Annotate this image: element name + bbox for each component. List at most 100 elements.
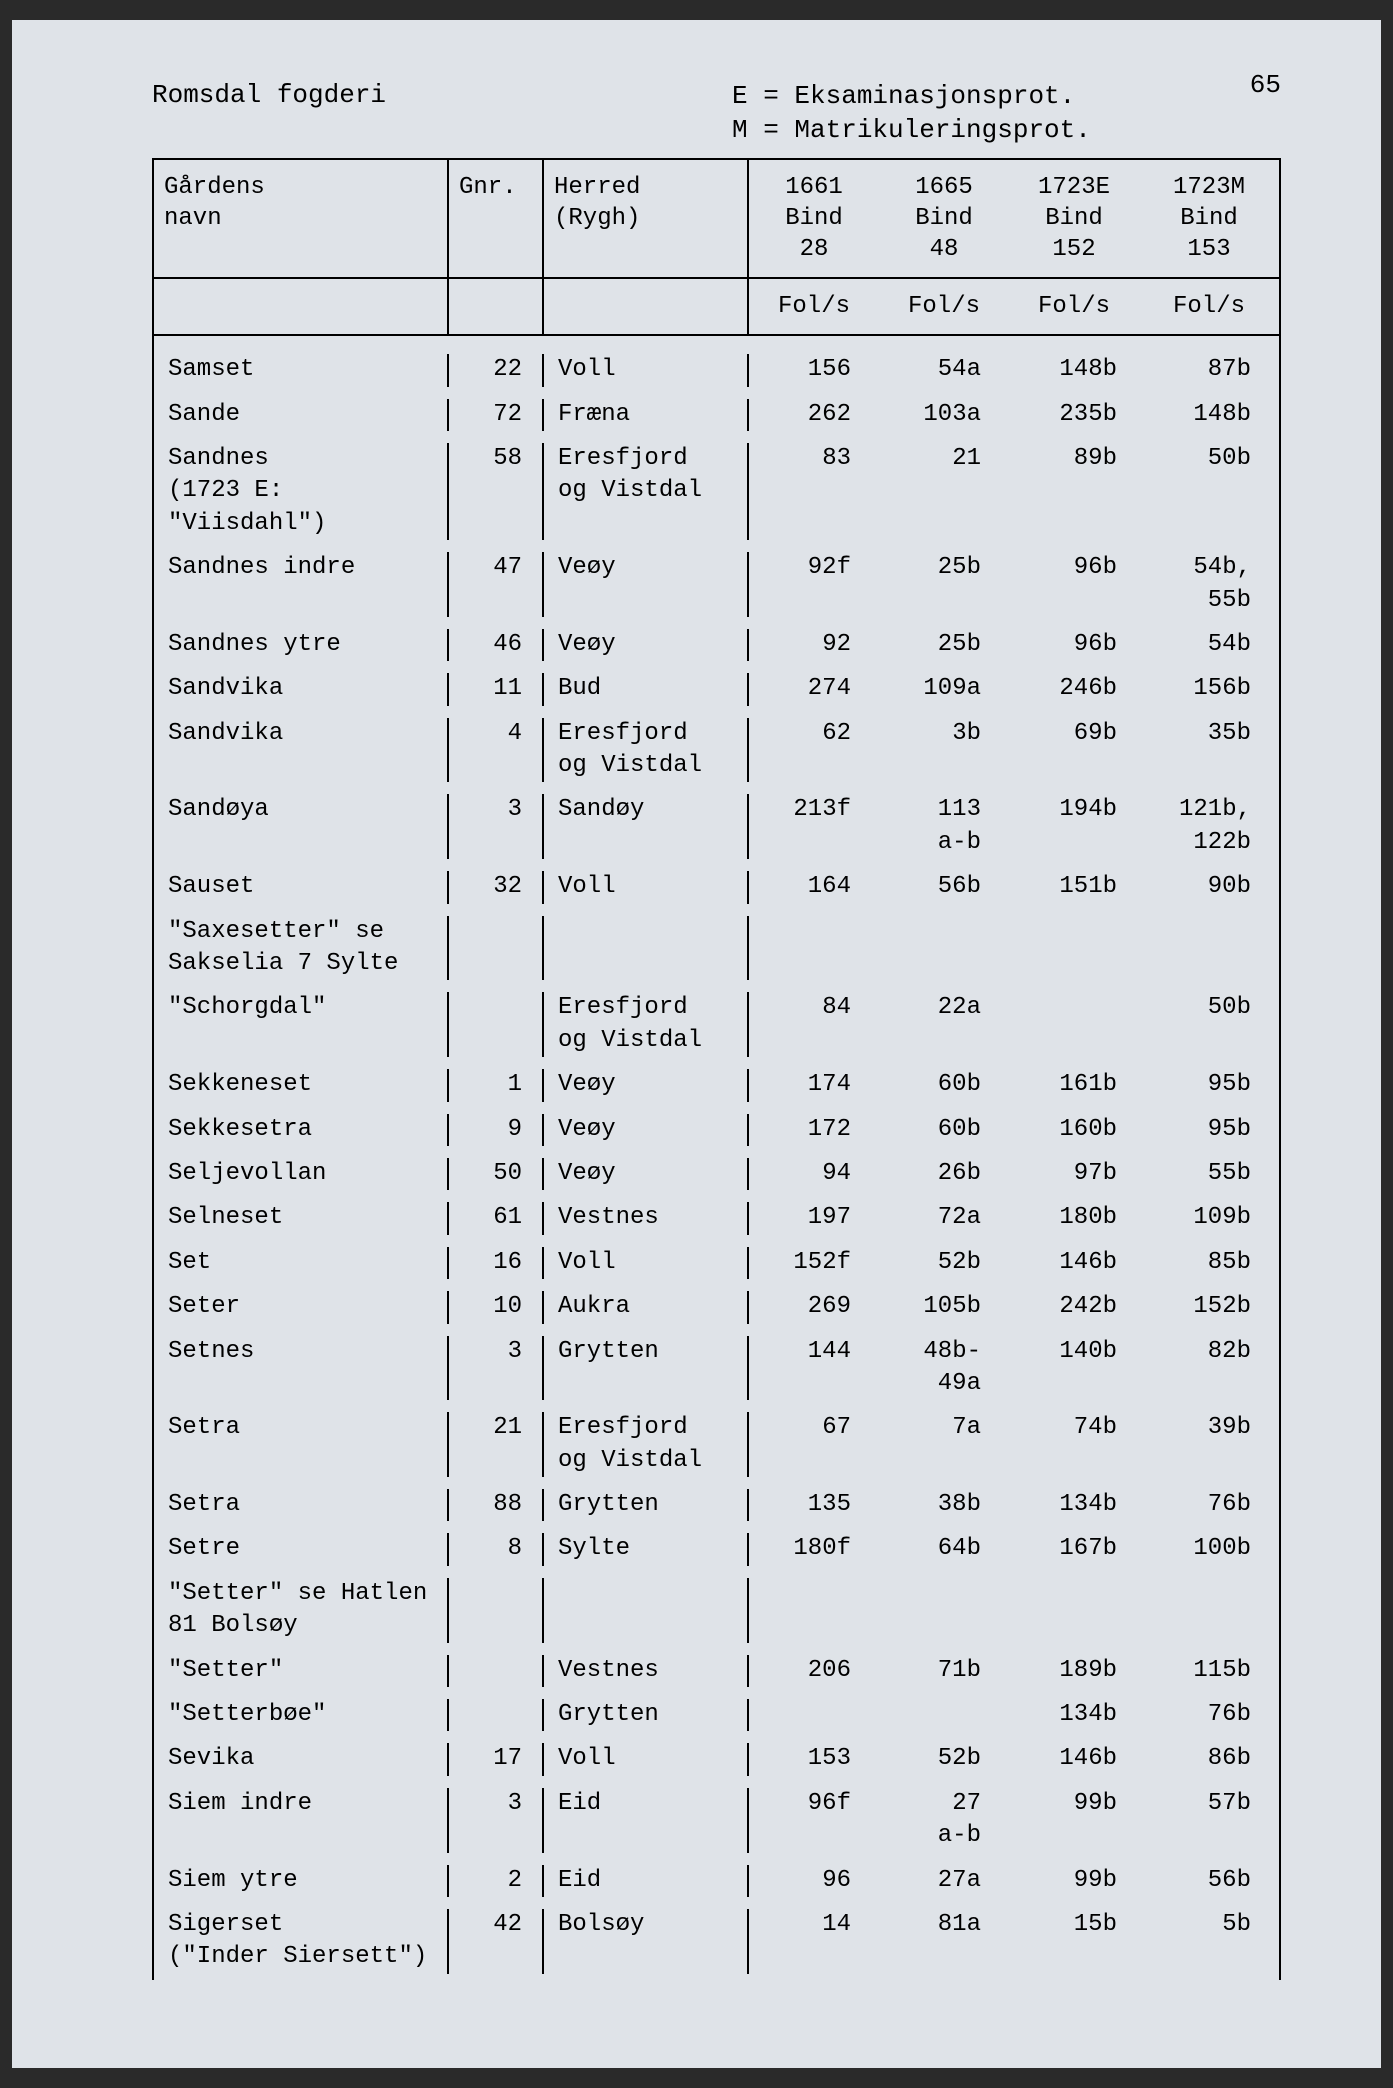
- cell-v3: 69b: [1009, 718, 1139, 783]
- subhead-fols-4: Fol/s: [1139, 279, 1279, 334]
- cell-gnr: 17: [449, 1743, 544, 1775]
- table-row: Setre8Sylte180f64b167b100b: [154, 1527, 1279, 1571]
- cell-v4: 156b: [1139, 673, 1279, 705]
- table-row: Seljevollan50Veøy9426b97b55b: [154, 1152, 1279, 1196]
- table-row: Selneset61Vestnes19772a180b109b: [154, 1196, 1279, 1240]
- cell-v4: 35b: [1139, 718, 1279, 783]
- cell-herred: Eresfjord og Vistdal: [544, 1412, 749, 1477]
- cell-v3: 242b: [1009, 1291, 1139, 1323]
- cell-v1: 153: [749, 1743, 879, 1775]
- cell-v1: 172: [749, 1114, 879, 1146]
- table-row: "Setter" se Hatlen 81 Bolsøy: [154, 1572, 1279, 1649]
- cell-v1: 94: [749, 1158, 879, 1190]
- cell-gnr: 72: [449, 399, 544, 431]
- cell-v3: 89b: [1009, 443, 1139, 540]
- cell-v3: 246b: [1009, 673, 1139, 705]
- cell-v2: 64b: [879, 1533, 1009, 1565]
- cell-v3: 99b: [1009, 1865, 1139, 1897]
- cell-gnr: [449, 992, 544, 1057]
- cell-v3: 134b: [1009, 1699, 1139, 1731]
- cell-gnr: 21: [449, 1412, 544, 1477]
- document-page: 65 Romsdal fogderi E = Eksaminasjonsprot…: [12, 20, 1381, 2068]
- cell-herred: Grytten: [544, 1336, 749, 1401]
- cell-herred: Veøy: [544, 1114, 749, 1146]
- cell-name: "Setter" se Hatlen 81 Bolsøy: [154, 1578, 449, 1643]
- cell-gnr: 61: [449, 1202, 544, 1234]
- cell-gnr: 10: [449, 1291, 544, 1323]
- cell-v2: 81a: [879, 1909, 1009, 1974]
- cell-v4: 76b: [1139, 1489, 1279, 1521]
- cell-v2: 72a: [879, 1202, 1009, 1234]
- cell-name: Set: [154, 1247, 449, 1279]
- cell-v3: 161b: [1009, 1069, 1139, 1101]
- table-body: Samset22Voll15654a148b87bSande72Fræna262…: [154, 336, 1279, 1980]
- col-header-1723e: 1723E Bind 152: [1009, 160, 1139, 278]
- col-header-1661: 1661 Bind 28: [749, 160, 879, 278]
- cell-herred: Grytten: [544, 1489, 749, 1521]
- cell-name: Setra: [154, 1412, 449, 1477]
- cell-v4: 57b: [1139, 1788, 1279, 1853]
- cell-v1: 164: [749, 871, 879, 903]
- cell-v4: 152b: [1139, 1291, 1279, 1323]
- cell-name: Sevika: [154, 1743, 449, 1775]
- cell-name: "Schorgdal": [154, 992, 449, 1057]
- cell-v2: 22a: [879, 992, 1009, 1057]
- cell-v1: 197: [749, 1202, 879, 1234]
- cell-herred: Aukra: [544, 1291, 749, 1323]
- legend-line-1: E = Eksaminasjonsprot.: [732, 80, 1091, 114]
- cell-v3: 235b: [1009, 399, 1139, 431]
- cell-name: Setra: [154, 1489, 449, 1521]
- cell-v3: 146b: [1009, 1247, 1139, 1279]
- cell-v4: 95b: [1139, 1069, 1279, 1101]
- table-row: Siem ytre2Eid9627a99b56b: [154, 1859, 1279, 1903]
- cell-v1: 152f: [749, 1247, 879, 1279]
- cell-herred: Vestnes: [544, 1655, 749, 1687]
- col-header-gnr: Gnr.: [449, 160, 544, 278]
- cell-v1: 67: [749, 1412, 879, 1477]
- cell-v3: 151b: [1009, 871, 1139, 903]
- cell-v4: 85b: [1139, 1247, 1279, 1279]
- cell-v2: 105b: [879, 1291, 1009, 1323]
- cell-herred: Voll: [544, 871, 749, 903]
- header-legend: E = Eksaminasjonsprot. M = Matrikulering…: [732, 80, 1091, 148]
- cell-v2: 21: [879, 443, 1009, 540]
- cell-herred: Fræna: [544, 399, 749, 431]
- cell-v1: 84: [749, 992, 879, 1057]
- cell-v3: 140b: [1009, 1336, 1139, 1401]
- cell-v1: 144: [749, 1336, 879, 1401]
- cell-v1: 96f: [749, 1788, 879, 1853]
- cell-name: Setre: [154, 1533, 449, 1565]
- cell-v4: 82b: [1139, 1336, 1279, 1401]
- cell-v2: [879, 1578, 1009, 1643]
- cell-v4: 109b: [1139, 1202, 1279, 1234]
- cell-v4: 95b: [1139, 1114, 1279, 1146]
- cell-herred: Veøy: [544, 1069, 749, 1101]
- cell-name: Sekkesetra: [154, 1114, 449, 1146]
- cell-name: Sigerset ("Inder Siersett"): [154, 1909, 449, 1974]
- cell-gnr: 11: [449, 673, 544, 705]
- cell-name: Siem ytre: [154, 1865, 449, 1897]
- cell-name: "Saxesetter" se Sakselia 7 Sylte: [154, 916, 449, 981]
- cell-v1: 180f: [749, 1533, 879, 1565]
- cell-gnr: 2: [449, 1865, 544, 1897]
- cell-gnr: 46: [449, 629, 544, 661]
- cell-gnr: 8: [449, 1533, 544, 1565]
- col-header-herred: Herred (Rygh): [544, 160, 749, 278]
- cell-v2: 52b: [879, 1247, 1009, 1279]
- header-title: Romsdal fogderi: [152, 80, 732, 148]
- cell-gnr: 4: [449, 718, 544, 783]
- table-row: Sekkeneset1Veøy17460b161b95b: [154, 1063, 1279, 1107]
- cell-v2: 48b- 49a: [879, 1336, 1009, 1401]
- header: Romsdal fogderi E = Eksaminasjonsprot. M…: [152, 80, 1281, 148]
- table-row: "Setter"Vestnes20671b189b115b: [154, 1649, 1279, 1693]
- cell-gnr: 88: [449, 1489, 544, 1521]
- cell-name: Setnes: [154, 1336, 449, 1401]
- cell-v4: 56b: [1139, 1865, 1279, 1897]
- cell-v3: 96b: [1009, 552, 1139, 617]
- cell-v2: 7a: [879, 1412, 1009, 1477]
- table-row: Sandnes ytre46Veøy9225b96b54b: [154, 623, 1279, 667]
- index-table: Gårdens navn Gnr. Herred (Rygh) 1661 Bin…: [152, 158, 1281, 1980]
- cell-name: Sandvika: [154, 673, 449, 705]
- cell-v3: 189b: [1009, 1655, 1139, 1687]
- subhead-fols-3: Fol/s: [1009, 279, 1139, 334]
